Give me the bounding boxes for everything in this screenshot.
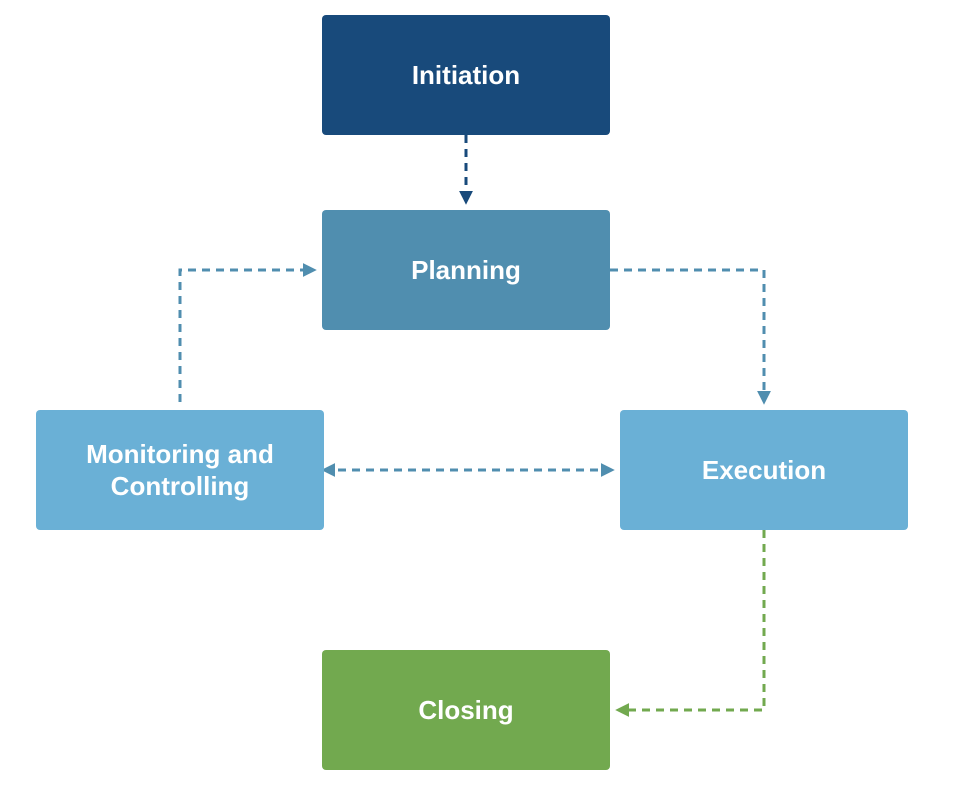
node-label-closing: Closing	[418, 694, 513, 727]
edge-e2	[610, 270, 764, 402]
edge-e4	[180, 270, 314, 402]
flowchart-canvas: Initiation Planning Monitoring and Control…	[0, 0, 960, 806]
node-execution: Execution	[620, 410, 908, 530]
node-label-execution: Execution	[702, 454, 826, 487]
node-label-monitoring: Monitoring and Controlling	[46, 438, 314, 503]
node-planning: Planning	[322, 210, 610, 330]
node-label-planning: Planning	[411, 254, 521, 287]
node-monitoring: Monitoring and Controlling	[36, 410, 324, 530]
node-label-initiation: Initiation	[412, 59, 520, 92]
node-closing: Closing	[322, 650, 610, 770]
edge-e5	[618, 530, 764, 710]
node-initiation: Initiation	[322, 15, 610, 135]
